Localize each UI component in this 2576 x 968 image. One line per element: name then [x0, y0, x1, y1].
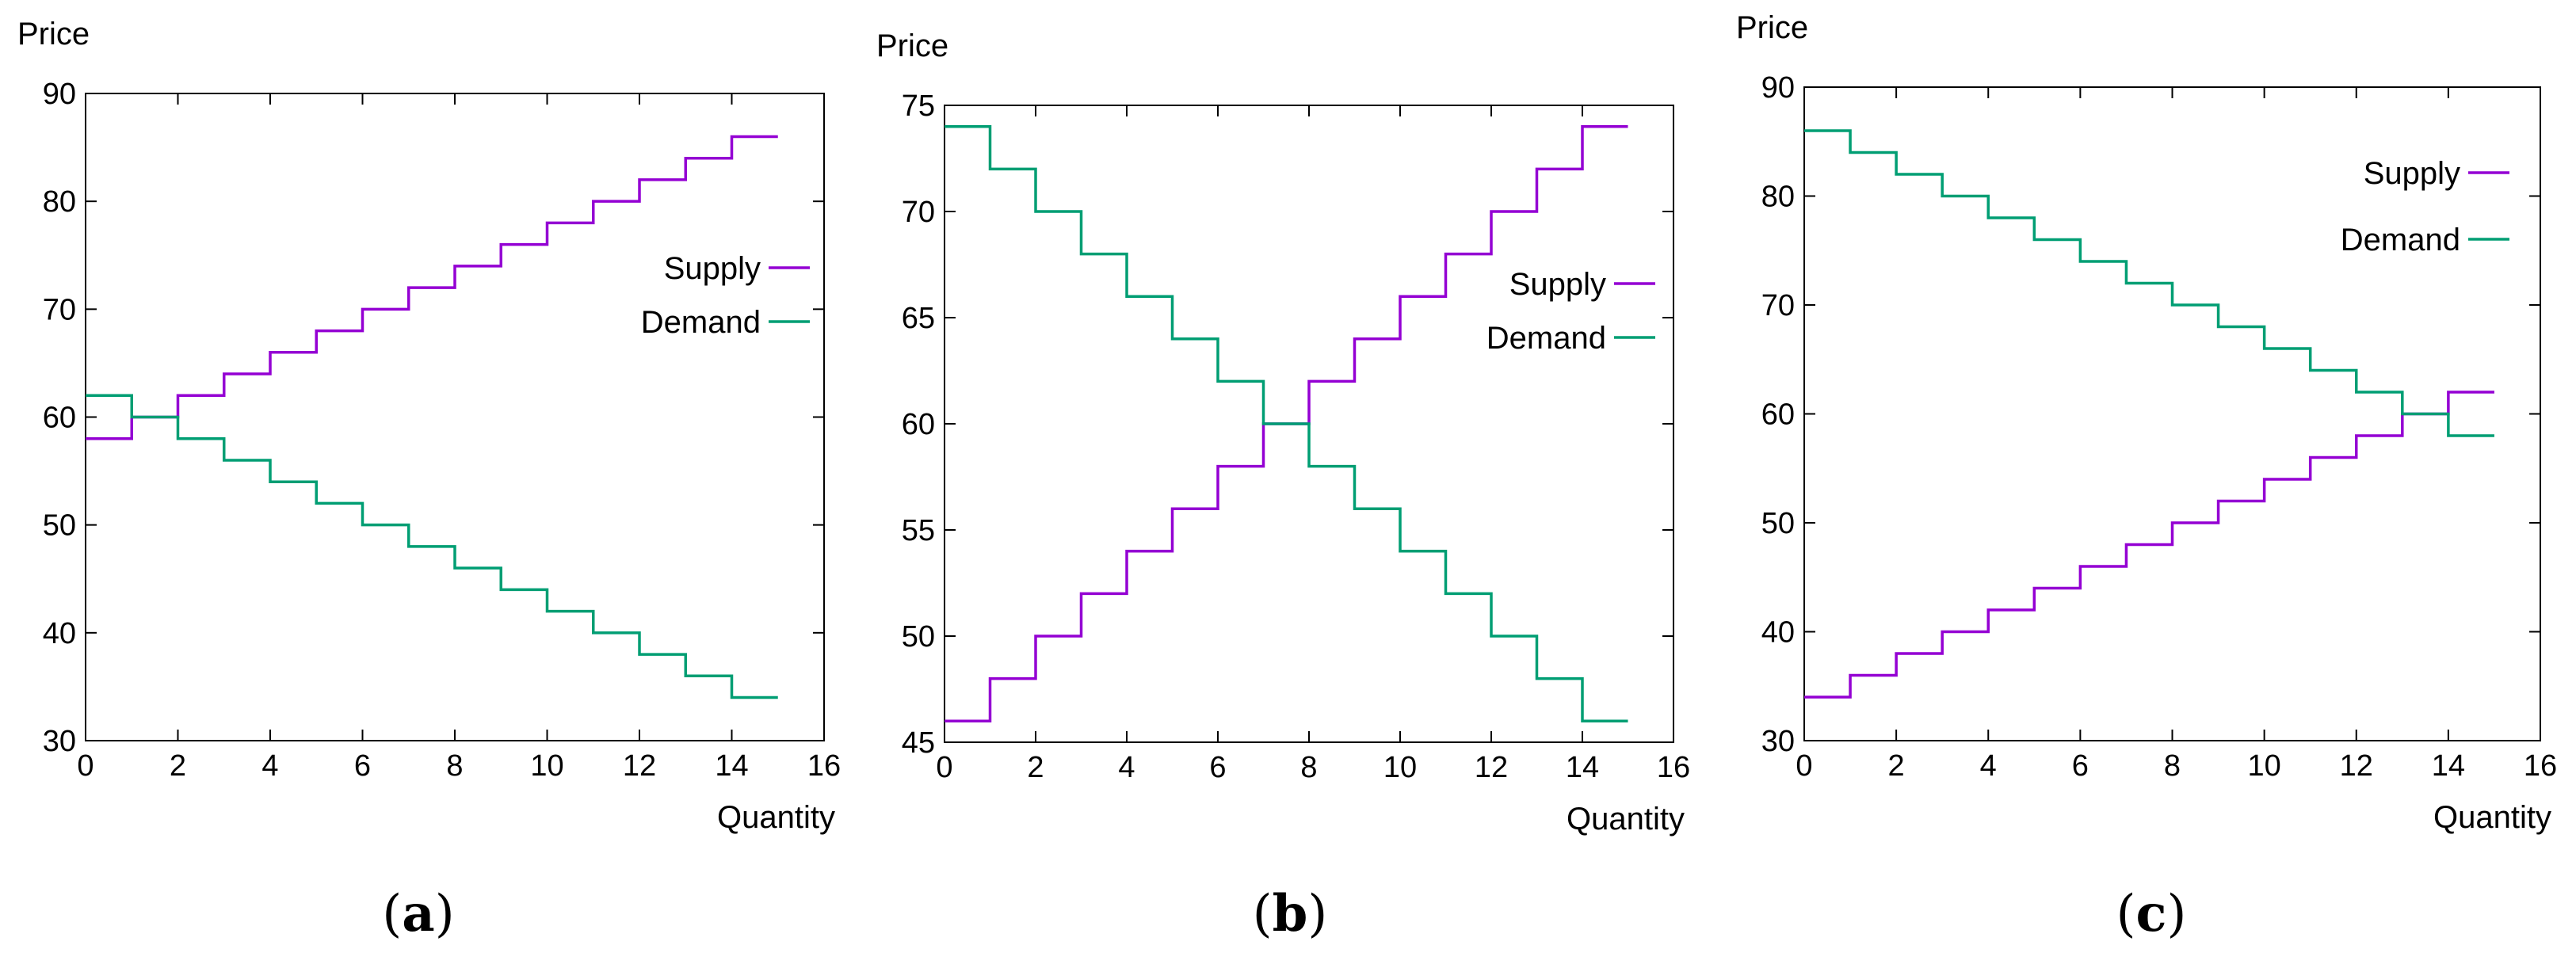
y-tick-label: 55 — [902, 514, 935, 547]
panel-caption: (b) — [1253, 884, 1328, 943]
y-tick-label: 50 — [43, 509, 76, 543]
series-line-demand — [945, 125, 1628, 722]
chart-b: 0 2 4 6 8 10 12 14 16 45 50 55 60 65 70 75 Price Quantity… — [876, 29, 1690, 943]
legend-label-demand: Demand — [2341, 223, 2460, 257]
x-tick-label: 16 — [2524, 749, 2557, 783]
series-line-demand — [1804, 129, 2494, 437]
legend-label-supply: Supply — [664, 251, 761, 286]
x-axis-label: Quantity — [1567, 802, 1685, 837]
y-axis-label: Price — [1736, 10, 1808, 45]
y-tick-label: 65 — [902, 302, 935, 335]
series-line-supply — [1804, 391, 2494, 699]
panel-caption: (c) — [2116, 884, 2187, 943]
legend-label-demand: Demand — [1486, 321, 1606, 356]
x-tick-label: 2 — [1888, 749, 1905, 783]
x-tick-label: 2 — [1027, 751, 1044, 784]
x-tick-label: 4 — [1118, 751, 1135, 784]
x-tick-label: 0 — [1796, 749, 1812, 783]
x-tick-label: 12 — [2340, 749, 2373, 783]
x-tick-label: 6 — [354, 749, 371, 783]
x-tick-label: 4 — [1980, 749, 1997, 783]
legend-label-supply: Supply — [1509, 267, 1606, 302]
y-tick-label: 75 — [902, 90, 935, 123]
x-axis-label: Quantity — [717, 800, 835, 835]
x-tick-label: 14 — [2432, 749, 2465, 783]
chart-a: 0 2 4 6 8 10 12 14 16 30 40 50 60 70 80 90 Price Quantity… — [17, 17, 841, 943]
x-tick-label: 10 — [1383, 751, 1417, 784]
y-axis-label: Price — [876, 29, 948, 63]
y-tick-label: 70 — [1761, 289, 1795, 322]
series-line-demand — [86, 394, 778, 699]
y-tick-label: 90 — [43, 78, 76, 111]
y-tick-label: 45 — [902, 726, 935, 760]
x-tick-label: 0 — [936, 751, 952, 784]
series-line-supply — [86, 135, 778, 440]
x-tick-label: 4 — [261, 749, 278, 783]
x-tick-label: 12 — [623, 749, 656, 783]
y-tick-label: 50 — [1761, 507, 1795, 540]
plot-frame — [85, 93, 825, 741]
y-tick-label: 40 — [43, 617, 76, 650]
chart-c: 0 2 4 6 8 10 12 14 16 30 40 50 60 70 80 90 Price Quantity… — [1736, 10, 2557, 943]
x-axis-label: Quantity — [2433, 800, 2551, 835]
y-tick-label: 30 — [43, 725, 76, 758]
x-tick-label: 2 — [170, 749, 186, 783]
x-tick-label: 16 — [807, 749, 841, 783]
y-tick-label: 60 — [43, 402, 76, 435]
y-tick-label: 70 — [902, 196, 935, 229]
y-tick-label: 50 — [902, 620, 935, 654]
y-axis-label: Price — [17, 17, 90, 51]
y-tick-label: 60 — [902, 408, 935, 441]
panel-caption: (a) — [382, 884, 454, 943]
x-tick-label: 0 — [77, 749, 93, 783]
y-tick-label: 40 — [1761, 616, 1795, 650]
legend-label-supply: Supply — [2364, 156, 2460, 191]
y-tick-label: 90 — [1761, 71, 1795, 105]
y-tick-label: 60 — [1761, 398, 1795, 432]
x-tick-label: 8 — [1300, 751, 1317, 784]
x-tick-label: 8 — [446, 749, 463, 783]
y-tick-label: 70 — [43, 293, 76, 326]
x-tick-label: 8 — [2164, 749, 2181, 783]
x-tick-label: 6 — [2072, 749, 2089, 783]
x-tick-label: 14 — [715, 749, 748, 783]
x-tick-label: 10 — [2247, 749, 2280, 783]
y-tick-label: 30 — [1761, 725, 1795, 758]
x-tick-label: 10 — [530, 749, 563, 783]
y-tick-label: 80 — [1761, 181, 1795, 214]
x-tick-label: 14 — [1566, 751, 1599, 784]
x-tick-label: 6 — [1209, 751, 1226, 784]
x-tick-label: 16 — [1657, 751, 1690, 784]
legend-label-demand: Demand — [641, 305, 761, 340]
y-tick-label: 80 — [43, 185, 76, 219]
x-tick-label: 12 — [1475, 751, 1508, 784]
